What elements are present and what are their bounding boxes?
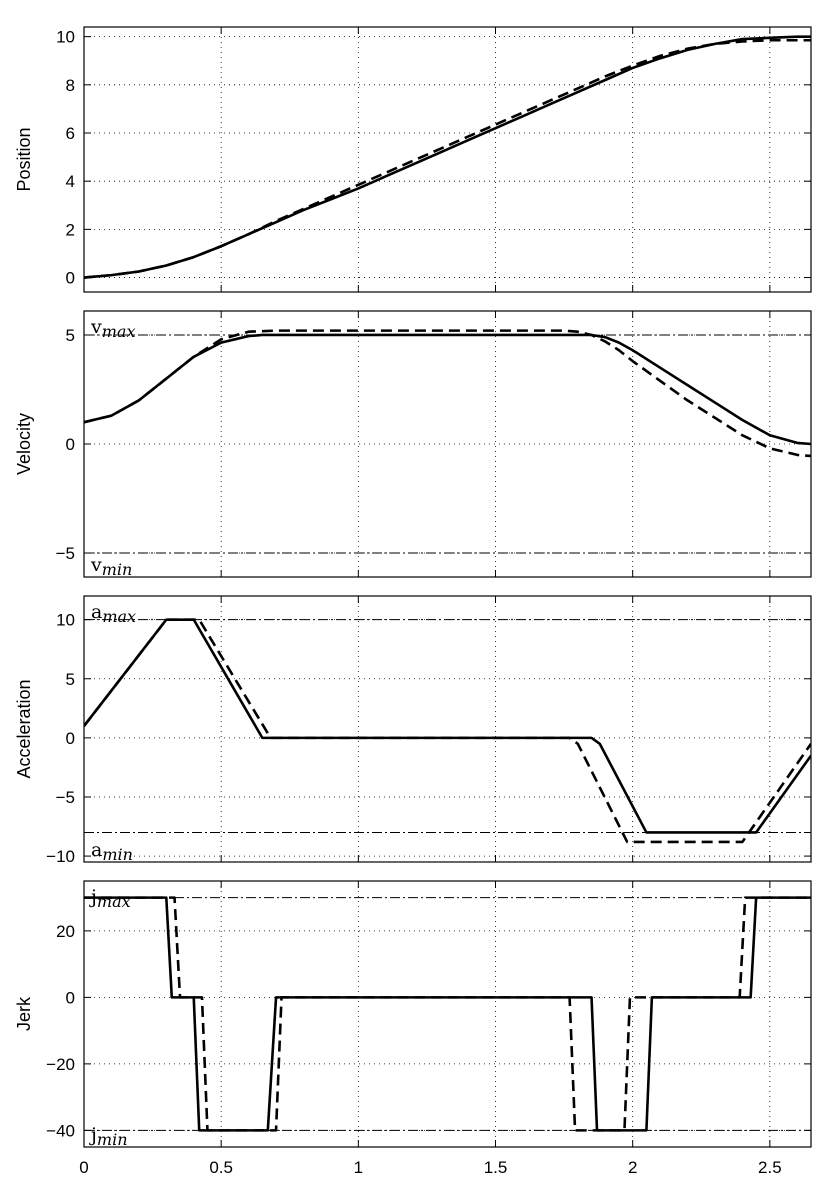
y-tick-label: 4 (66, 172, 75, 191)
y-tick-label: 8 (66, 76, 75, 95)
y-axis-label: Position (14, 127, 34, 191)
series-line-dashed (84, 618, 811, 844)
x-tick-label: 0.5 (209, 1158, 233, 1177)
y-tick-label: 5 (66, 326, 75, 345)
panel-position: 0 2 4 6 8 10 Position (14, 26, 812, 293)
x-tick-label: 2 (628, 1158, 637, 1177)
limit-label-sub: max (102, 322, 136, 341)
limit-label-sub: min (102, 845, 133, 864)
limit-label-sub: min (97, 1130, 128, 1149)
y-tick-label: 0 (66, 269, 75, 288)
x-tick-label: 1 (354, 1158, 363, 1177)
y-tick-label: −5 (56, 544, 75, 563)
x-tick-label: 1.5 (484, 1158, 508, 1177)
series-line-solid (84, 333, 811, 446)
limit-label: vmax (90, 316, 135, 341)
limit-label-sub: max (102, 607, 136, 626)
y-tick-label: −20 (46, 1055, 75, 1074)
limit-label-sub: min (102, 560, 133, 579)
axes-box (83, 595, 812, 863)
series-line-dashed (84, 38, 811, 279)
y-tick-label: −5 (56, 788, 75, 807)
y-tick-label: −40 (46, 1121, 75, 1140)
y-tick-label: −10 (46, 847, 75, 866)
y-tick-label: 10 (56, 611, 75, 630)
x-tick-label: 2.5 (758, 1158, 782, 1177)
y-tick-label: 5 (66, 670, 75, 689)
y-tick-label: 0 (66, 435, 75, 454)
y-axis-label: Velocity (14, 413, 34, 475)
y-axis-label: Acceleration (14, 679, 34, 778)
y-tick-label: 0 (66, 988, 75, 1007)
y-axis-label: Jerk (14, 996, 34, 1031)
y-tick-label: 6 (66, 124, 75, 143)
y-tick-label: 20 (56, 922, 75, 941)
axes-box (83, 26, 812, 293)
x-tick-label: 0 (79, 1158, 88, 1177)
axes-box (83, 880, 812, 1148)
limit-label-sub: max (97, 892, 131, 911)
y-tick-label: 2 (66, 220, 75, 239)
y-tick-label: 0 (66, 729, 75, 748)
series-line-dashed (84, 329, 811, 458)
y-tick-label: 10 (56, 28, 75, 47)
